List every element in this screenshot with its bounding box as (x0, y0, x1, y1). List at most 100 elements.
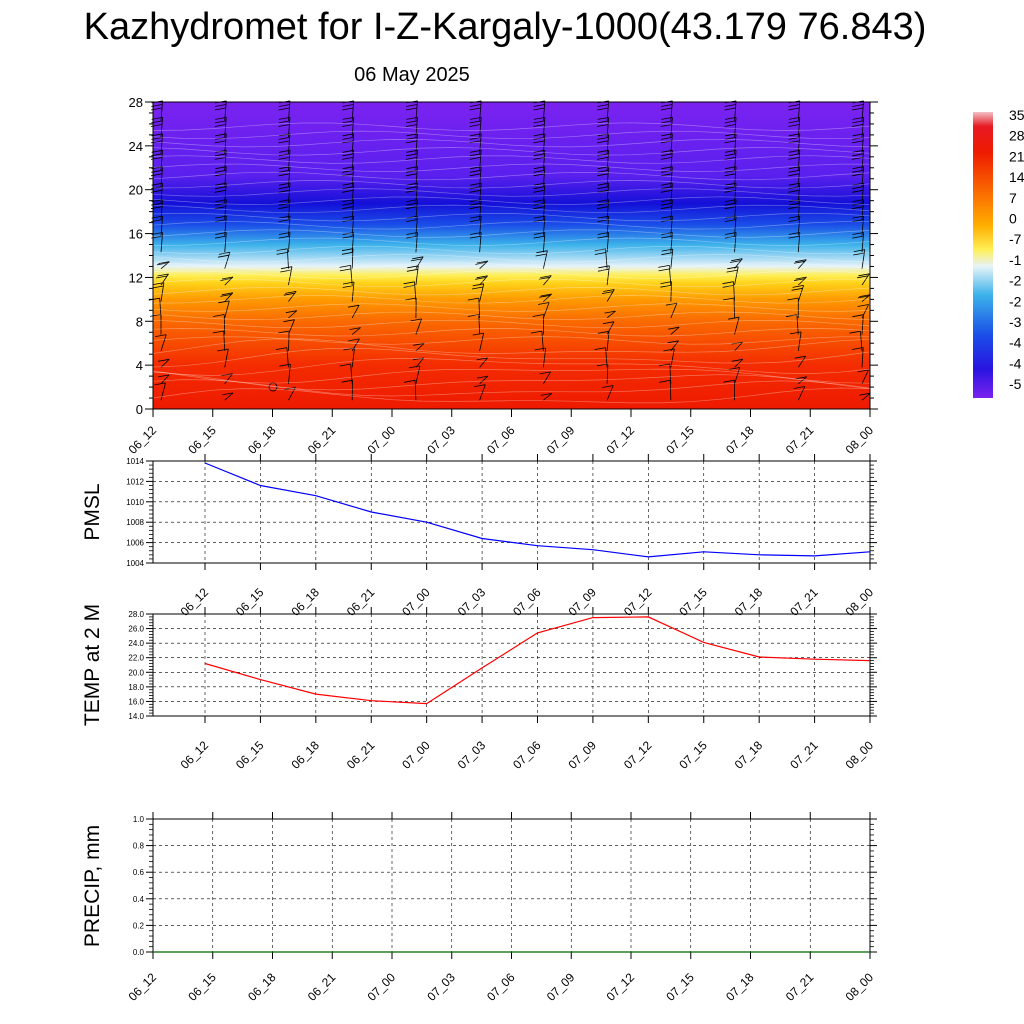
wind-barb-flag (533, 137, 545, 140)
wind-barb-flag (214, 202, 227, 206)
wind-barb-flag (533, 232, 545, 235)
wind-barb-flag (220, 278, 232, 281)
heatmap-y-tick-label: 24 (129, 139, 143, 154)
contour-line (152, 295, 871, 304)
wind-barb-staff (542, 166, 546, 187)
wind-barb-staff (479, 283, 485, 302)
wind-barb-staff (288, 133, 291, 154)
wind-barb-flag (788, 232, 800, 235)
wind-barb-flag (724, 137, 736, 140)
wind-barb-flag (785, 314, 797, 318)
contour-line (152, 338, 871, 354)
wind-barb-flag (663, 348, 675, 352)
wind-barb-staff (351, 347, 355, 368)
precip-panel-x-tick-label: 06_21 (305, 970, 339, 1004)
wind-barb-flag (852, 182, 864, 186)
heatmap-x-tick-label: 08_00 (843, 423, 877, 457)
wind-barb-flag (214, 107, 226, 111)
wind-barb-flag (534, 347, 546, 351)
wind-barb-flag (533, 182, 545, 186)
wind-barb-staff (734, 359, 744, 368)
wind-barb-flag (788, 166, 800, 170)
wind-barb-flag (406, 169, 418, 173)
wind-barb-staff (861, 216, 864, 236)
wind-barb-flag (278, 137, 290, 140)
wind-barb-flag (787, 297, 799, 301)
wind-barb-staff (797, 259, 807, 269)
wind-barb-staff (861, 232, 864, 253)
contour-line (152, 212, 871, 222)
wind-barb-staff (288, 183, 291, 203)
wind-barb-flag (857, 304, 869, 307)
temp-panel-x-tick-label: 08_00 (843, 738, 877, 772)
wind-barb-staff (734, 183, 737, 203)
wind-barb-flag (342, 149, 354, 153)
wind-barb-flag (348, 338, 360, 342)
wind-barb-staff (860, 331, 863, 351)
wind-barb-flag (215, 133, 227, 137)
wind-barb-staff (351, 133, 355, 154)
temp-panel-x-tick-label: 07_18 (732, 738, 766, 772)
wind-barb-flag (278, 117, 291, 120)
wind-barb-staff (224, 166, 227, 187)
contour-line (152, 270, 871, 279)
wind-barb-staff (734, 100, 737, 121)
wind-barb-staff (160, 199, 163, 220)
wind-barb-staff (797, 232, 801, 253)
contour-line (152, 138, 871, 148)
colorbar-label: -7 (1009, 231, 1022, 247)
wind-barb-staff (415, 357, 425, 368)
wind-barb-staff (288, 232, 291, 253)
wind-barb-flag (342, 219, 354, 222)
wind-barb-flag (533, 153, 545, 157)
wind-barb-flag (533, 206, 545, 210)
wind-barb-staff (861, 166, 864, 187)
wind-barb-staff (479, 357, 488, 368)
temp-panel-x-tick-label: 06_18 (288, 738, 322, 772)
wind-barb-staff (288, 166, 291, 187)
wind-barb-staff (606, 385, 614, 401)
wind-barb-staff (797, 386, 806, 401)
wind-barb-flag (406, 215, 418, 219)
wind-barb-staff (605, 248, 608, 269)
wind-barb-flag (342, 166, 354, 170)
wind-barb-flag (852, 202, 864, 206)
wind-barb-flag (724, 120, 736, 124)
wind-barb-flag (214, 153, 227, 157)
colorbar-label: 14 (1009, 169, 1024, 185)
contour-line (152, 130, 871, 140)
wind-barb-staff (542, 250, 548, 269)
wind-barb-flag (533, 117, 545, 120)
wind-barb-flag (469, 104, 481, 107)
wind-barb-flag (852, 169, 864, 173)
wind-barb-flag (278, 169, 290, 173)
wind-barb-staff (414, 281, 417, 302)
contour-line (152, 319, 871, 329)
temperature-contours (152, 122, 871, 404)
wind-barb-staff (288, 330, 290, 351)
wind-barb-staff (287, 248, 289, 269)
wind-barb-flag (853, 249, 865, 252)
temp-panel: 14.0 16.0 18.0 20.0 22.0 24.0 26.0 28.0 06_12 06_… (81, 604, 877, 772)
wind-barb-flag (597, 157, 609, 160)
wind-barb-flag (278, 157, 290, 160)
pmsl-panel-y-tick-label: 1004 (126, 559, 144, 568)
wind-barb-staff (415, 232, 418, 253)
wind-barb-staff (288, 117, 291, 138)
wind-barb-staff (670, 348, 675, 368)
wind-barb-flag (597, 140, 609, 144)
wind-barb-staff (479, 133, 482, 154)
wind-barb-flag (278, 153, 290, 157)
wind-barb-flag (724, 206, 736, 210)
wind-barb-flag (788, 157, 800, 160)
wind-barb-flag (722, 284, 734, 288)
wind-barb-flag (342, 153, 354, 157)
colorbar-label: -3 (1009, 314, 1022, 330)
precip-panel-x-tick-label: 06_15 (185, 970, 219, 1004)
wind-barb-flag (661, 137, 673, 140)
wind-barb-flag (342, 215, 354, 219)
wind-barb-flag (533, 202, 545, 206)
wind-barb-flag (723, 379, 735, 383)
wind-barb-staff (670, 216, 673, 236)
heatmap-x-tick-label: 07_21 (783, 423, 817, 457)
